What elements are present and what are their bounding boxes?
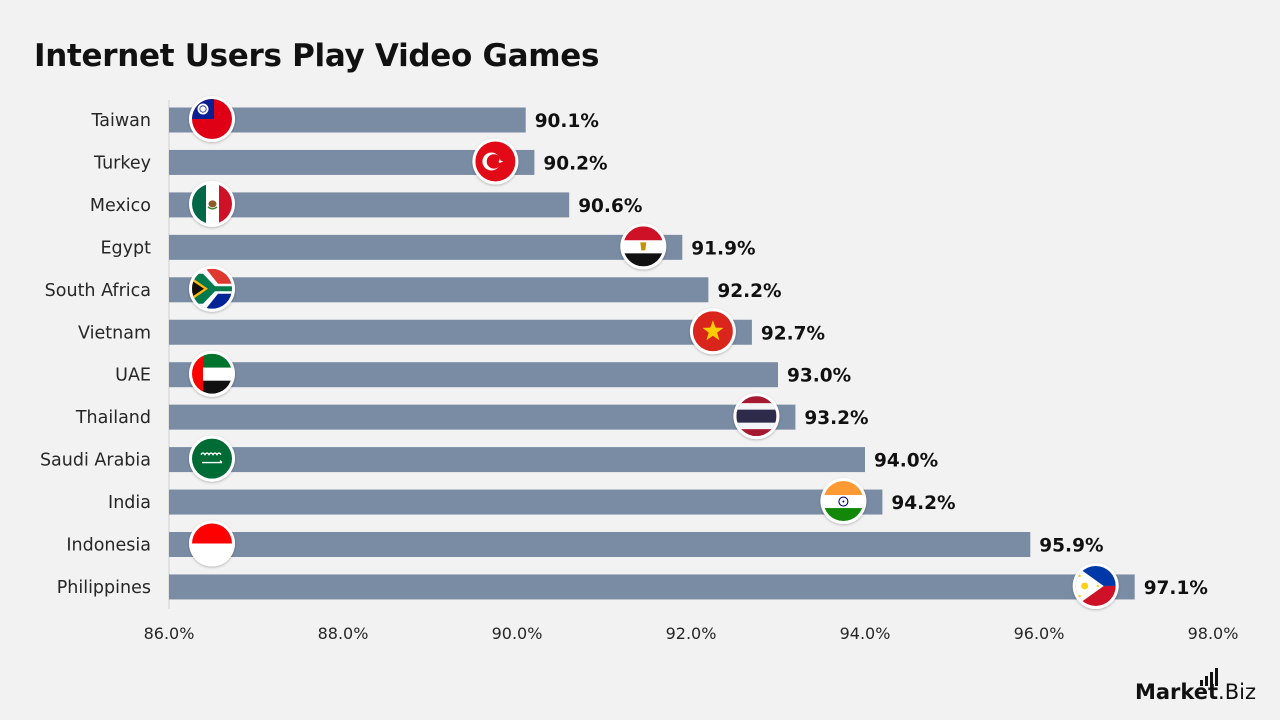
saudi-arabia-flag-icon	[189, 435, 235, 482]
taiwan-flag-icon	[189, 96, 235, 142]
value-label: 94.2%	[891, 493, 955, 514]
chart-title: Internet Users Play Video Games	[34, 38, 600, 74]
category-label: Mexico	[90, 196, 151, 216]
x-tick-label: 96.0%	[1014, 624, 1065, 643]
bar	[169, 319, 752, 345]
brand-name-rest: .Biz	[1218, 680, 1256, 704]
bar	[169, 404, 796, 430]
bar	[169, 532, 1031, 557]
value-label: 92.7%	[761, 323, 825, 344]
thailand-flag-icon	[733, 393, 780, 440]
vietnam-flag-icon	[689, 308, 736, 355]
x-tick-label: 92.0%	[666, 624, 717, 643]
x-tick-label: 90.0%	[492, 624, 543, 643]
value-label: 93.2%	[804, 408, 868, 429]
mexico-flag-icon	[189, 180, 235, 227]
value-label: 90.1%	[535, 111, 599, 132]
philippines-flag-icon	[1072, 562, 1119, 609]
x-tick-label: 86.0%	[144, 624, 195, 643]
category-label: Thailand	[75, 408, 151, 428]
turkey-flag-icon	[472, 138, 519, 185]
value-label: 90.2%	[543, 153, 607, 174]
category-label: South Africa	[45, 281, 151, 301]
brand-logo: Market .Biz	[1134, 668, 1256, 704]
x-tick-label: 94.0%	[840, 624, 891, 643]
bars-group	[169, 107, 1135, 600]
x-tick-label: 98.0%	[1188, 624, 1239, 643]
bar	[169, 192, 570, 218]
value-label: 97.1%	[1144, 578, 1208, 599]
uae-flag-icon	[189, 350, 235, 397]
brand-bars-icon	[1200, 668, 1218, 686]
category-label: UAE	[115, 366, 151, 386]
value-label: 90.6%	[578, 196, 642, 217]
labels-group: Taiwan 90.1% Turkey 90.2% Mexico 90.6% Egypt 91…	[40, 111, 1208, 599]
category-label: Philippines	[57, 578, 151, 598]
south-africa-flag-icon	[189, 265, 235, 312]
flags-group	[189, 96, 1119, 609]
x-axis-ticks: 86.0% 88.0% 90.0% 92.0% 94.0% 96.0% 98.0%	[144, 624, 1239, 643]
value-label: 93.0%	[787, 366, 851, 387]
category-label: Vietnam	[78, 323, 151, 343]
bar	[169, 574, 1135, 600]
category-label: Egypt	[101, 238, 152, 258]
bar	[169, 234, 683, 260]
egypt-flag-icon	[620, 223, 667, 270]
indonesia-flag-icon	[189, 520, 235, 567]
category-label: Turkey	[93, 153, 151, 173]
brand-name-bold: Market	[1134, 680, 1219, 704]
value-label: 94.0%	[874, 451, 938, 472]
category-label: Indonesia	[66, 536, 151, 556]
category-label: India	[108, 493, 151, 513]
bar	[169, 447, 865, 473]
bar	[169, 277, 709, 303]
category-label: Taiwan	[90, 111, 151, 131]
value-label: 91.9%	[691, 238, 755, 259]
bar	[169, 489, 883, 515]
category-label: Saudi Arabia	[40, 451, 151, 471]
value-label: 92.2%	[717, 281, 781, 302]
india-flag-icon	[820, 478, 867, 525]
bar	[169, 362, 778, 388]
x-tick-label: 88.0%	[318, 624, 369, 643]
value-label: 95.9%	[1039, 536, 1103, 557]
